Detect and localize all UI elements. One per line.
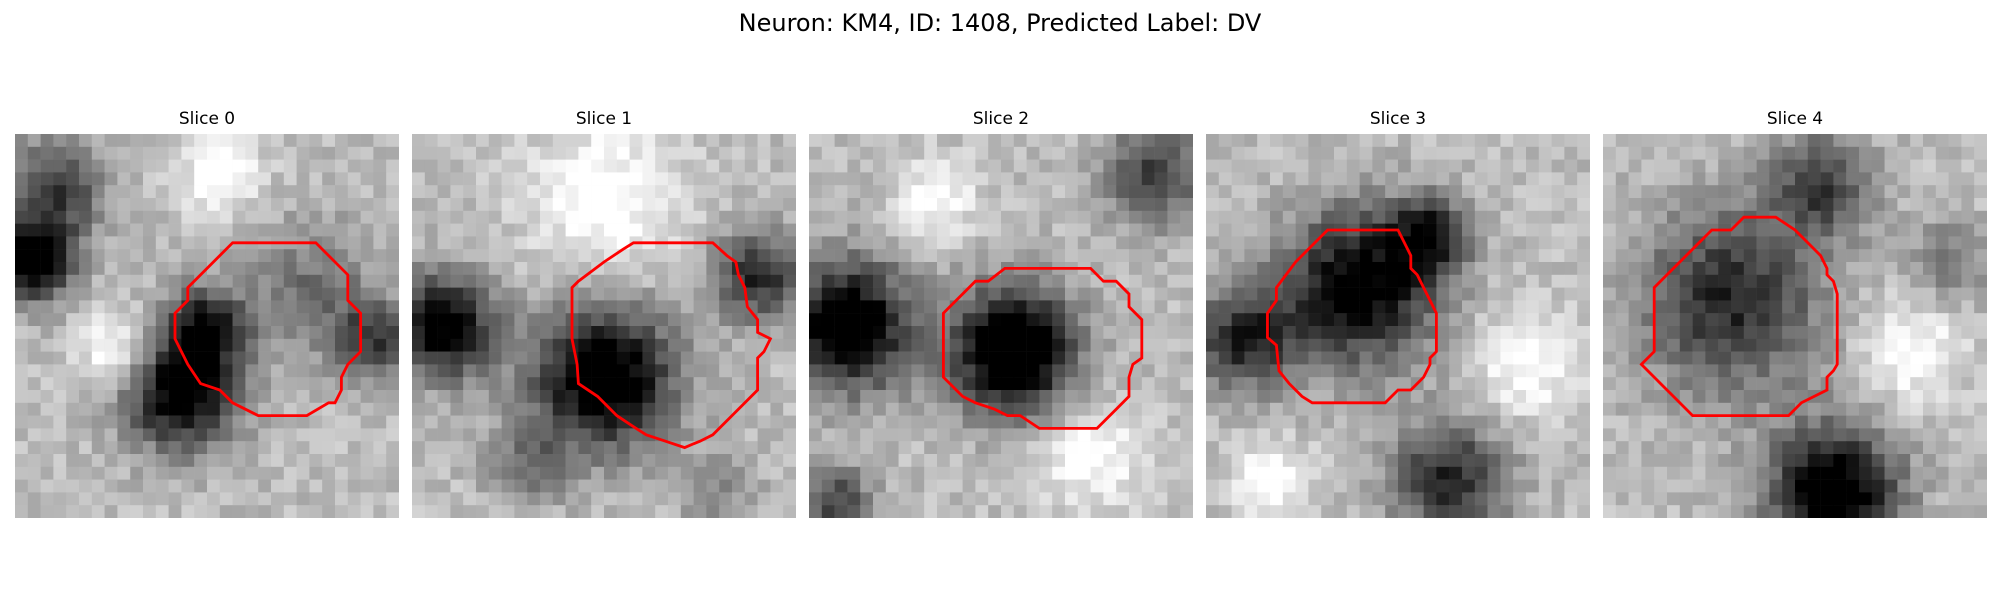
slice-title: Slice 1: [575, 109, 633, 129]
pixel-layer: [412, 134, 796, 518]
slice-panel-1: Slice 1: [412, 108, 796, 518]
pixel-layer: [1206, 134, 1590, 518]
slice-panel-0: Slice 0: [15, 108, 399, 518]
slice-title: Slice 0: [178, 109, 236, 129]
slice-panel-3: Slice 3: [1206, 108, 1590, 518]
figure-title: Neuron: KM4, ID: 1408, Predicted Label: …: [738, 9, 1262, 37]
roi-contour: [1266, 228, 1438, 405]
slice-panel-4: Slice 4: [1603, 108, 1987, 518]
slice-title: Slice 4: [1766, 109, 1824, 129]
slice-title: Slice 3: [1369, 109, 1427, 129]
slice-image: [1206, 134, 1590, 518]
slice-title: Slice 2: [972, 109, 1030, 129]
pixel-layer: [15, 134, 399, 518]
slice-panel-2: Slice 2: [809, 108, 1193, 518]
slice-image: [412, 134, 796, 518]
slice-image: [15, 134, 399, 518]
roi-contour: [1639, 215, 1839, 418]
slice-image: [809, 134, 1193, 518]
pixel-layer: [809, 134, 1193, 518]
pixel-layer: [1603, 134, 1987, 518]
roi-contour: [173, 241, 363, 418]
slice-image: [1603, 134, 1987, 518]
roi-contour: [570, 241, 773, 450]
roi-contour: [941, 266, 1144, 430]
